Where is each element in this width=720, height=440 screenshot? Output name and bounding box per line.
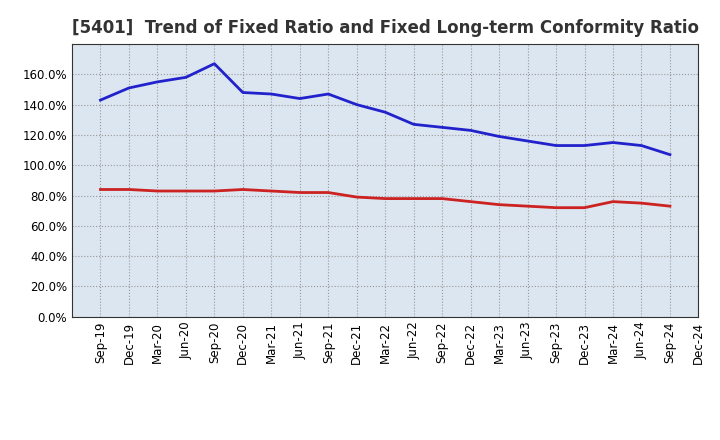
Fixed Ratio bbox=[665, 152, 674, 157]
Fixed Long-term Conformity Ratio bbox=[181, 188, 190, 194]
Fixed Ratio bbox=[352, 102, 361, 107]
Fixed Ratio bbox=[181, 75, 190, 80]
Fixed Ratio bbox=[238, 90, 247, 95]
Fixed Ratio bbox=[210, 61, 219, 66]
Fixed Ratio bbox=[125, 85, 133, 91]
Fixed Long-term Conformity Ratio bbox=[495, 202, 503, 207]
Fixed Long-term Conformity Ratio bbox=[352, 194, 361, 200]
Fixed Ratio bbox=[267, 92, 276, 97]
Fixed Long-term Conformity Ratio bbox=[665, 204, 674, 209]
Fixed Ratio bbox=[552, 143, 560, 148]
Fixed Long-term Conformity Ratio bbox=[381, 196, 390, 201]
Fixed Ratio bbox=[295, 96, 304, 101]
Fixed Ratio bbox=[153, 79, 162, 84]
Fixed Long-term Conformity Ratio bbox=[238, 187, 247, 192]
Fixed Long-term Conformity Ratio bbox=[96, 187, 105, 192]
Fixed Long-term Conformity Ratio bbox=[608, 199, 617, 204]
Fixed Ratio bbox=[637, 143, 646, 148]
Fixed Ratio bbox=[608, 140, 617, 145]
Fixed Long-term Conformity Ratio bbox=[580, 205, 589, 210]
Fixed Ratio bbox=[495, 134, 503, 139]
Fixed Ratio bbox=[410, 122, 418, 127]
Fixed Long-term Conformity Ratio bbox=[267, 188, 276, 194]
Fixed Ratio bbox=[580, 143, 589, 148]
Fixed Ratio bbox=[438, 125, 446, 130]
Line: Fixed Long-term Conformity Ratio: Fixed Long-term Conformity Ratio bbox=[101, 190, 670, 208]
Fixed Long-term Conformity Ratio bbox=[125, 187, 133, 192]
Fixed Long-term Conformity Ratio bbox=[552, 205, 560, 210]
Fixed Ratio bbox=[381, 110, 390, 115]
Fixed Long-term Conformity Ratio bbox=[295, 190, 304, 195]
Fixed Long-term Conformity Ratio bbox=[210, 188, 219, 194]
Fixed Ratio bbox=[467, 128, 475, 133]
Fixed Ratio bbox=[324, 92, 333, 97]
Line: Fixed Ratio: Fixed Ratio bbox=[101, 64, 670, 154]
Fixed Long-term Conformity Ratio bbox=[467, 199, 475, 204]
Fixed Long-term Conformity Ratio bbox=[438, 196, 446, 201]
Legend: Fixed Ratio, Fixed Long-term Conformity Ratio: Fixed Ratio, Fixed Long-term Conformity … bbox=[184, 438, 587, 440]
Title: [5401]  Trend of Fixed Ratio and Fixed Long-term Conformity Ratio: [5401] Trend of Fixed Ratio and Fixed Lo… bbox=[72, 19, 698, 37]
Fixed Long-term Conformity Ratio bbox=[153, 188, 162, 194]
Fixed Long-term Conformity Ratio bbox=[637, 201, 646, 206]
Fixed Ratio bbox=[523, 138, 532, 143]
Fixed Long-term Conformity Ratio bbox=[410, 196, 418, 201]
Fixed Ratio bbox=[96, 97, 105, 103]
Fixed Long-term Conformity Ratio bbox=[523, 204, 532, 209]
Fixed Long-term Conformity Ratio bbox=[324, 190, 333, 195]
